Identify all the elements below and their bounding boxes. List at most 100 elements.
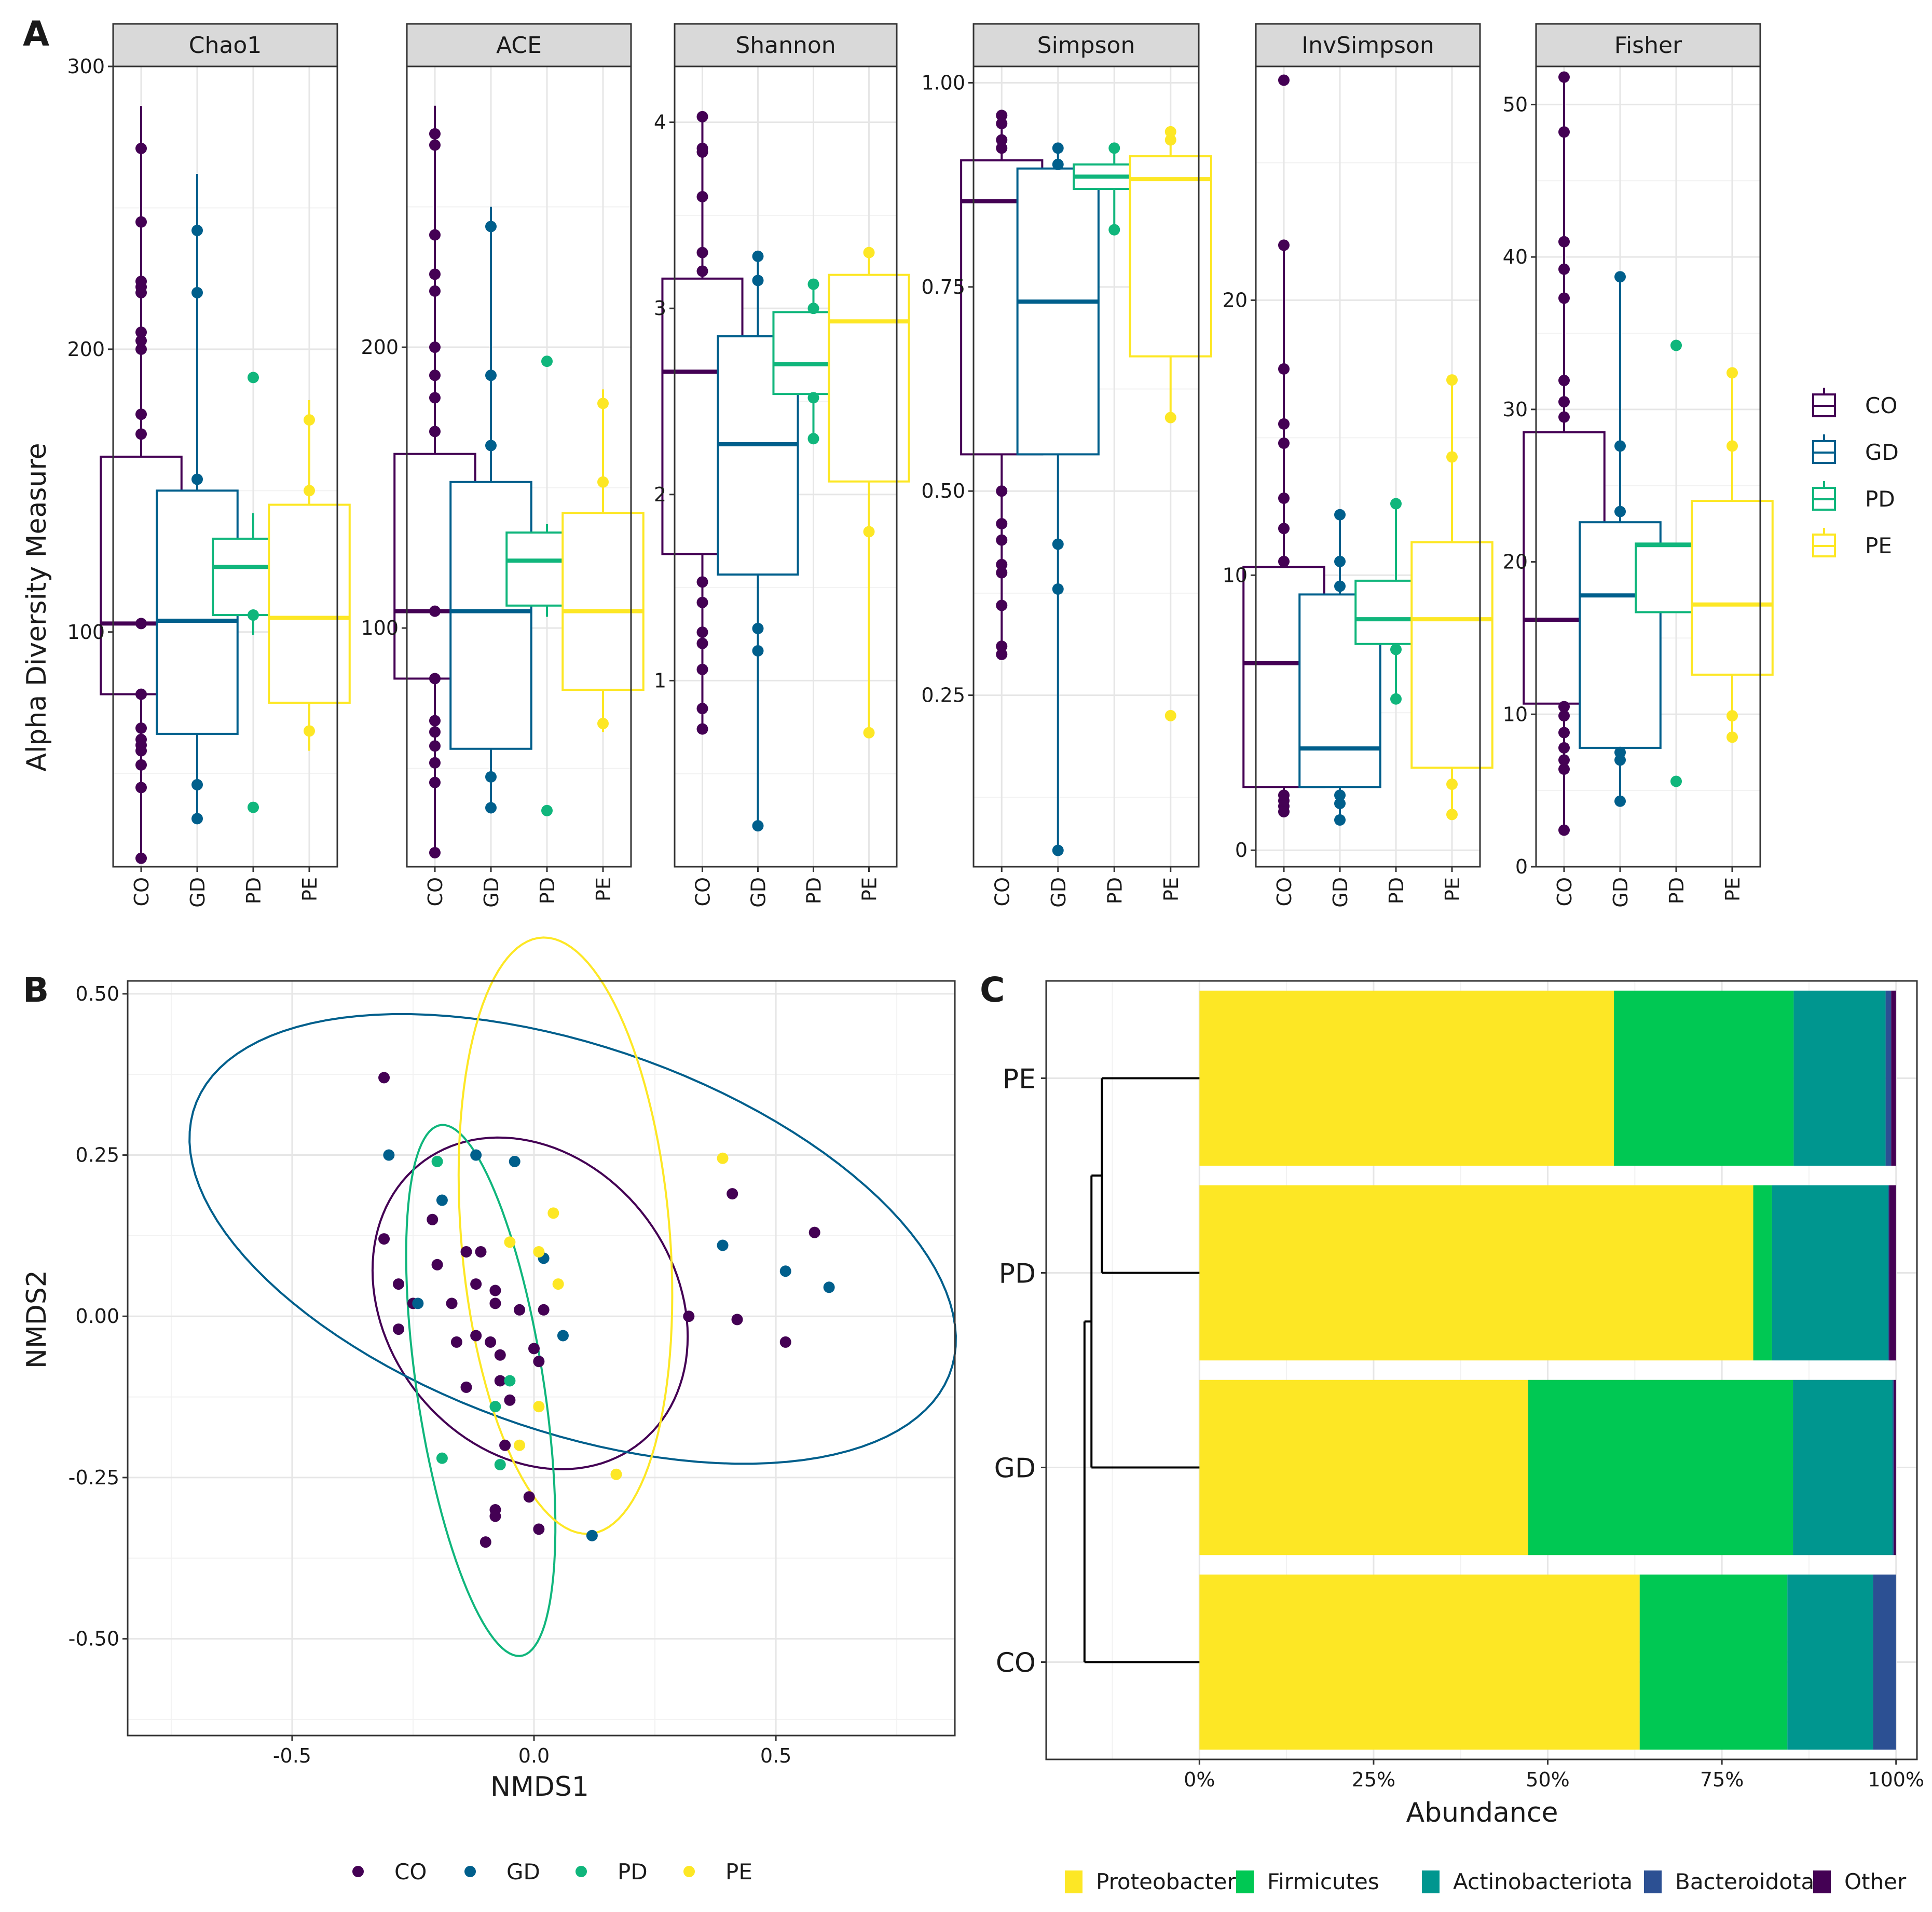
data-point <box>489 1401 501 1413</box>
data-point <box>135 852 147 864</box>
data-point <box>429 426 441 438</box>
facet-strip-label: Shannon <box>735 32 835 59</box>
legend-label: PE <box>725 1859 752 1884</box>
data-point <box>586 1529 598 1541</box>
segment-bacteroidota <box>1873 1574 1896 1750</box>
data-point <box>429 268 441 280</box>
facet-strip <box>1255 23 1481 67</box>
data-point <box>727 1188 738 1200</box>
facet-shannon: Shannon 1 2 3 4 CO GD PD PE <box>654 23 910 908</box>
segment-firmicutes <box>1753 1185 1772 1361</box>
data-point <box>863 247 875 258</box>
data-point <box>446 1298 458 1309</box>
y-tick-label: 0.25 <box>921 684 965 707</box>
data-point <box>996 599 1008 611</box>
data-point <box>807 303 819 315</box>
data-point <box>1334 580 1346 592</box>
y-tick-label: 4 <box>654 111 666 134</box>
data-point <box>504 1375 516 1387</box>
data-point <box>1108 224 1120 236</box>
segment-bacteroidota <box>1885 990 1892 1166</box>
segment-actinobacteriota <box>1793 990 1886 1166</box>
data-point <box>1614 271 1626 283</box>
x-tick-label: CO <box>424 877 447 906</box>
legend-label: GD <box>506 1859 540 1884</box>
data-point <box>1390 498 1402 510</box>
segment-other <box>1894 1380 1896 1555</box>
box-iqr <box>268 503 351 704</box>
segment-actinobacteriota <box>1772 1185 1888 1361</box>
data-point <box>1052 583 1064 595</box>
data-point <box>752 250 764 262</box>
y-tick-label: 30 <box>1503 398 1528 421</box>
data-point <box>696 703 708 715</box>
data-point <box>1164 126 1176 138</box>
data-point <box>696 626 708 638</box>
data-point <box>304 414 315 426</box>
data-point <box>248 609 259 621</box>
x-tick-label: GD <box>186 877 209 908</box>
facet-strip <box>972 23 1200 67</box>
data-point <box>1108 142 1120 154</box>
data-point <box>1670 339 1682 351</box>
data-point <box>191 473 203 485</box>
legend-item-bacteroidota: Bacteroidota <box>1644 1869 1814 1894</box>
data-point <box>470 1149 482 1161</box>
y-tick-label: -0.50 <box>68 1628 119 1650</box>
x-tick-label: 100% <box>1868 1768 1924 1791</box>
x-tick-label: PE <box>1160 877 1183 902</box>
box-pe <box>1691 367 1774 743</box>
data-point <box>752 645 764 657</box>
x-tick-label: PE <box>1721 877 1744 902</box>
data-point <box>248 372 259 384</box>
data-point <box>547 1207 559 1219</box>
data-point <box>1558 763 1570 775</box>
data-point <box>1164 412 1176 424</box>
data-point <box>696 142 708 154</box>
data-point <box>533 1356 545 1368</box>
data-point <box>1052 158 1064 170</box>
data-point <box>863 727 875 739</box>
facet-strip-label: InvSimpson <box>1301 32 1434 59</box>
data-point <box>696 596 708 608</box>
data-point <box>393 1278 405 1290</box>
data-point <box>191 286 203 298</box>
x-tick-label: PE <box>858 877 881 902</box>
data-point <box>1558 701 1570 713</box>
data-point <box>135 428 147 440</box>
data-point <box>1614 795 1626 807</box>
legend-item-co: CO <box>1812 388 1897 418</box>
data-point <box>996 485 1008 497</box>
data-point <box>533 1246 545 1258</box>
data-point <box>1278 437 1290 449</box>
box-pe <box>268 400 351 751</box>
segment-other <box>1891 990 1896 1166</box>
y-tick-label: -0.25 <box>68 1466 119 1489</box>
data-point <box>597 398 609 409</box>
data-point <box>383 1149 395 1161</box>
segment-proteobacteria <box>1199 1574 1640 1750</box>
data-point <box>1558 126 1570 138</box>
data-point <box>135 335 147 347</box>
data-point <box>807 433 819 445</box>
data-point <box>135 143 147 155</box>
segment-other <box>1889 1185 1896 1361</box>
legend-key <box>683 1866 695 1877</box>
data-point <box>1334 798 1346 810</box>
data-point <box>1558 710 1570 722</box>
data-point <box>1727 710 1738 722</box>
x-tick-label: CO <box>1273 877 1296 906</box>
facet-strip <box>674 23 898 67</box>
legend-item-gd: GD <box>464 1859 540 1884</box>
data-point <box>696 111 708 122</box>
data-point <box>996 142 1008 154</box>
x-tick-label: PD <box>242 877 265 904</box>
y-tick-label: 100 <box>361 617 399 639</box>
x-tick-label: -0.5 <box>273 1744 311 1767</box>
data-point <box>528 1343 540 1355</box>
segment-actinobacteriota <box>1793 1380 1893 1555</box>
panel-label-c: C <box>980 970 1005 1010</box>
data-point <box>597 476 609 488</box>
data-point <box>696 247 708 258</box>
x-tick-label: 0.0 <box>518 1744 550 1767</box>
